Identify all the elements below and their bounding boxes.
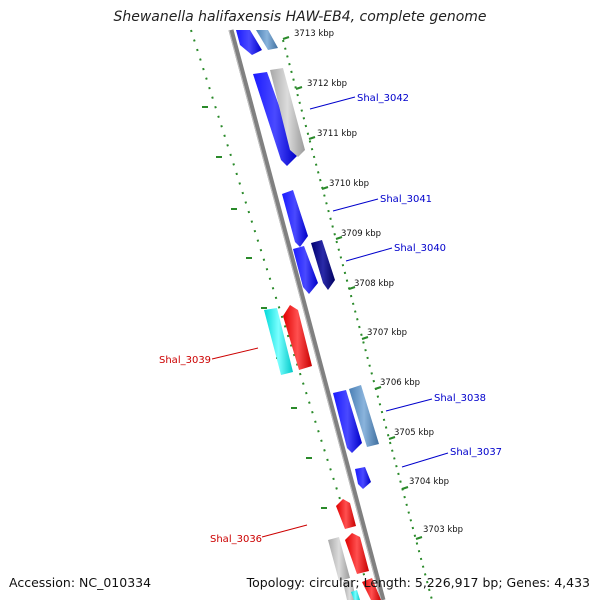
gene-label-shal-3040: Shal_3040 xyxy=(394,243,446,254)
gene-blue-top xyxy=(236,30,262,55)
gene-blue-3040a xyxy=(293,246,318,294)
gene-label-shal-3038: Shal_3038 xyxy=(434,393,486,404)
leader-line-3040 xyxy=(345,247,393,262)
gene-labels: Shal_3042 Shal_3041 Shal_3040 Shal_3039 … xyxy=(159,93,502,545)
ruler-dotted-track xyxy=(282,39,433,600)
gene-label-shal-3042: Shal_3042 xyxy=(357,93,409,104)
gene-gray-3042 xyxy=(270,68,305,157)
scale-tick-label: 3703 kbp xyxy=(423,525,463,535)
scale-tick-label: 3708 kbp xyxy=(354,279,394,289)
scale-ticks: 3713 kbp 3712 kbp 3711 kbp 3710 kbp 3709… xyxy=(294,29,463,535)
gene-red-3036b xyxy=(345,533,369,574)
scale-tick-mark xyxy=(361,336,369,340)
scale-tick-mark xyxy=(348,286,356,290)
leader-line-3041 xyxy=(332,198,379,212)
gene-cyan-bottom xyxy=(351,590,360,600)
genome-summary-text: Topology: circular; Length: 5,226,917 bp… xyxy=(246,575,590,590)
gene-blue-3038 xyxy=(333,390,362,453)
accession-text: Accession: NC_010334 xyxy=(9,575,152,590)
scale-tick-mark xyxy=(335,236,343,240)
gene-label-shal-3039: Shal_3039 xyxy=(159,355,211,366)
gene-blue-3037 xyxy=(355,467,371,489)
scale-tick-label: 3707 kbp xyxy=(367,328,407,338)
gene-red-bottom xyxy=(362,578,381,600)
genome-title: Shewanella halifaxensis HAW-EB4, complet… xyxy=(113,9,487,25)
gene-label-shal-3037: Shal_3037 xyxy=(450,447,502,458)
gene-gray-3036 xyxy=(328,537,350,581)
gene-label-shal-3036: Shal_3036 xyxy=(210,534,262,545)
gene-blue-3041 xyxy=(282,190,308,247)
scale-tick-label: 3713 kbp xyxy=(294,29,334,39)
leader-line-3038 xyxy=(385,398,433,412)
genome-backbone xyxy=(228,29,386,600)
leader-line-3036 xyxy=(261,524,308,538)
gene-red-3036a xyxy=(336,499,356,529)
scale-tick-marks xyxy=(282,36,423,540)
scale-tick-mark xyxy=(388,436,396,440)
scale-tick-mark xyxy=(401,486,409,490)
gene-cyan-3039 xyxy=(264,308,293,375)
leader-line-3042 xyxy=(309,96,356,110)
gene-steelblue-3038 xyxy=(349,385,379,447)
gene-blue-3042 xyxy=(253,72,297,166)
gene-steelblue-top xyxy=(256,30,278,50)
leader-line-3037 xyxy=(401,452,449,468)
scale-tick-label: 3709 kbp xyxy=(341,229,381,239)
gene-label-shal-3041: Shal_3041 xyxy=(380,194,432,205)
genome-backbone-highlight xyxy=(228,29,382,600)
scale-tick-label: 3704 kbp xyxy=(409,477,449,487)
scale-tick-mark xyxy=(295,86,303,90)
scale-tick-mark xyxy=(308,136,316,140)
scale-tick-label: 3706 kbp xyxy=(380,378,420,388)
genes xyxy=(236,30,381,600)
gene-red-3039 xyxy=(283,305,312,370)
scale-tick-label: 3705 kbp xyxy=(394,428,434,438)
scale-tick-label: 3712 kbp xyxy=(307,79,347,89)
scale-tick-label: 3711 kbp xyxy=(317,129,357,139)
scale-tick-mark xyxy=(374,386,382,390)
scale-tick-mark xyxy=(321,186,329,190)
gene-navy-3040 xyxy=(311,240,335,290)
leader-line-3039 xyxy=(211,347,259,360)
scale-tick-label: 3710 kbp xyxy=(329,179,369,189)
scale-tick-mark xyxy=(415,536,423,540)
scale-tick-mark xyxy=(282,36,290,40)
